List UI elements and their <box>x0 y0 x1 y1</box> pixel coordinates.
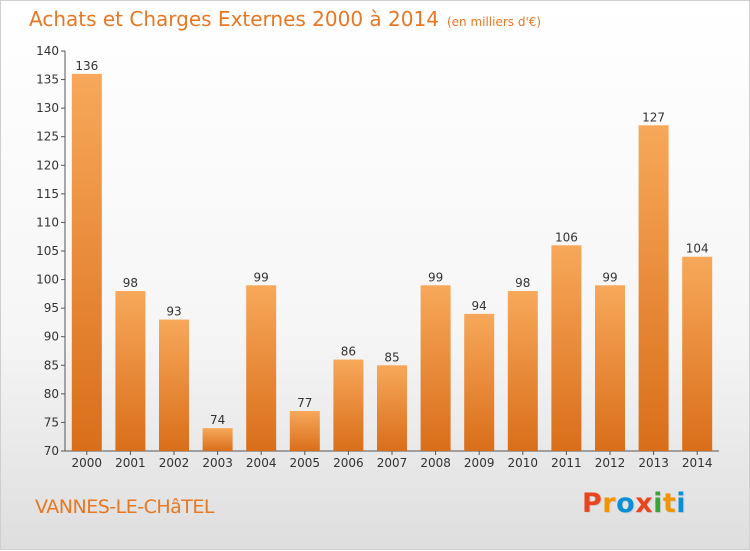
logo-letter: x <box>635 488 654 519</box>
bar <box>377 365 407 451</box>
bar <box>71 73 102 451</box>
chart-labels: 136 2000 98 2001 93 2002 74 2003 99 2004 77 2005 86 2… <box>72 59 713 470</box>
bar <box>551 245 582 451</box>
chart-subtitle: (en milliers d'€) <box>446 15 542 29</box>
bar <box>246 285 277 451</box>
logo-letter: P <box>582 488 603 519</box>
y-tick-label: 75 <box>44 415 59 429</box>
bar-value-label: 85 <box>384 350 399 364</box>
x-tick-label: 2002 <box>159 456 190 470</box>
bar-value-label: 77 <box>297 396 312 410</box>
x-tick-label: 2001 <box>115 456 146 470</box>
y-tick-label: 130 <box>36 101 59 115</box>
x-tick-label: 2007 <box>377 456 408 470</box>
bar <box>638 125 669 452</box>
bar-value-label: 104 <box>686 242 709 256</box>
bar-value-label: 86 <box>341 345 356 359</box>
place-name: VANNES-LE-CHâTEL <box>35 496 214 518</box>
bar <box>682 256 713 451</box>
proxiti-logo: Proxiti <box>582 488 686 519</box>
bar-value-label: 99 <box>254 270 269 284</box>
bar-value-label: 74 <box>210 413 225 427</box>
bar <box>202 428 233 451</box>
logo-letter: t <box>662 488 677 519</box>
bar <box>289 411 320 451</box>
x-tick-label: 2010 <box>508 456 539 470</box>
y-tick-label: 115 <box>36 187 59 201</box>
bar-value-label: 98 <box>123 276 138 290</box>
x-tick-label: 2000 <box>72 456 103 470</box>
logo-letter: i <box>653 488 663 519</box>
bar <box>420 285 451 451</box>
bar <box>159 319 189 451</box>
y-tick-label: 90 <box>44 330 59 344</box>
x-tick-label: 2013 <box>638 456 669 470</box>
bar-value-label: 136 <box>75 59 98 73</box>
bar <box>507 291 538 451</box>
bar-value-label: 93 <box>166 305 181 319</box>
chart-axes: 70 75 80 85 90 95 100 105 110 115 120 125 130 135 140 <box>36 44 719 458</box>
y-tick-label: 105 <box>36 244 59 258</box>
logo-letter: i <box>676 488 687 519</box>
x-tick-label: 2014 <box>682 456 713 470</box>
chart-bars <box>71 73 713 452</box>
y-tick-label: 125 <box>36 130 59 144</box>
x-tick-label: 2003 <box>202 456 233 470</box>
chart-title-text: Achats et Charges Externes 2000 à 2014 <box>29 7 439 31</box>
logo-letter: r <box>602 488 617 519</box>
chart-title: Achats et Charges Externes 2000 à 2014 (e… <box>29 7 541 31</box>
y-tick-label: 110 <box>36 215 59 229</box>
bar <box>333 359 364 451</box>
x-tick-label: 2006 <box>333 456 364 470</box>
x-tick-label: 2005 <box>290 456 321 470</box>
bar-value-label: 98 <box>515 276 530 290</box>
y-tick-label: 120 <box>36 158 59 172</box>
x-tick-label: 2004 <box>246 456 277 470</box>
y-tick-label: 70 <box>44 444 59 458</box>
y-tick-label: 100 <box>36 273 59 287</box>
bar-value-label: 106 <box>555 230 578 244</box>
y-tick-label: 135 <box>36 73 59 87</box>
x-tick-label: 2012 <box>595 456 626 470</box>
bar-value-label: 99 <box>428 270 443 284</box>
y-tick-label: 140 <box>36 44 59 58</box>
bar-value-label: 94 <box>472 299 487 313</box>
x-tick-label: 2011 <box>551 456 582 470</box>
bar <box>464 313 495 451</box>
y-tick-label: 80 <box>44 387 59 401</box>
y-tick-label: 95 <box>44 301 59 315</box>
x-tick-label: 2009 <box>464 456 495 470</box>
y-tick-label: 85 <box>44 358 59 372</box>
x-tick-label: 2008 <box>420 456 451 470</box>
bar-value-label: 127 <box>642 110 665 124</box>
bar <box>595 285 625 451</box>
bar-value-label: 99 <box>602 270 617 284</box>
bar <box>115 291 146 451</box>
logo-letter: o <box>616 488 636 519</box>
